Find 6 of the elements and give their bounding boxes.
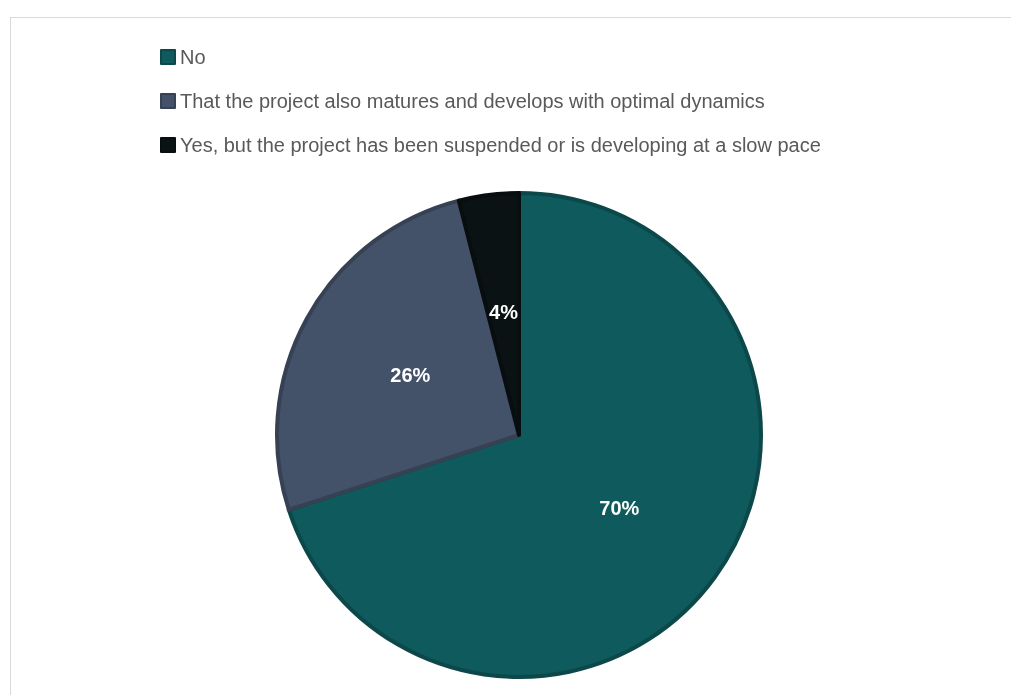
data-label: 4% (489, 300, 519, 323)
data-label: 26% (390, 364, 431, 387)
legend-label: That the project also matures and develops with optimal dynamics (180, 90, 765, 112)
legend-label: No (180, 46, 206, 68)
data-label: 70% (599, 496, 640, 519)
legend-label: Yes, but the project has been suspended or is developing at a slow pace (180, 134, 821, 156)
